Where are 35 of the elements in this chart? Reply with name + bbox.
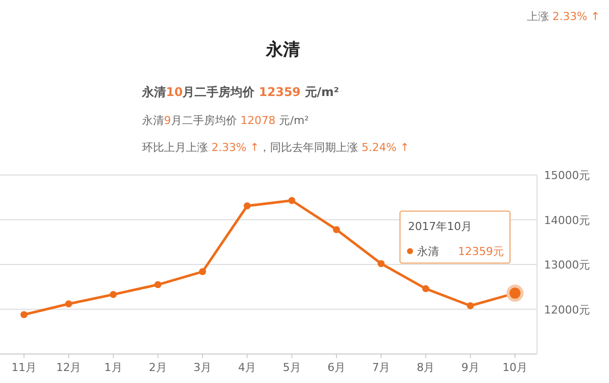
point — [332, 226, 340, 234]
annotation: 2017年10月 — [408, 220, 472, 234]
x-tick-label: 4月 — [238, 361, 256, 374]
x-tick-label: 1月 — [104, 361, 122, 374]
point — [20, 311, 28, 318]
text: 环比上月上涨 2.33% ↑，同比去年同期上涨 5.24% ↑ — [142, 141, 410, 154]
x-tick-label: 11月 — [12, 361, 36, 374]
point — [422, 285, 430, 292]
data-label: 12359元 — [458, 245, 504, 258]
chart-title: 永清 — [265, 40, 300, 60]
x-tick-label: 9月 — [461, 361, 480, 374]
x-tick-label: 5月 — [282, 361, 301, 374]
y-tick-label: 13000元 — [544, 258, 590, 272]
point — [110, 290, 117, 298]
x-tick-label: 12月 — [56, 361, 82, 374]
point — [65, 300, 72, 308]
y-tick-label: 14000元 — [544, 214, 590, 227]
x-tick-label: 10月 — [502, 361, 528, 374]
point — [199, 268, 206, 276]
y-tick-label: 12000元 — [544, 303, 590, 316]
x-tick-label: 6月 — [327, 361, 346, 374]
point — [378, 260, 385, 268]
chart-subtitle: 永清10月二手房均价 12359 元/m² — [141, 85, 339, 99]
point — [154, 281, 162, 288]
point — [288, 197, 296, 204]
x-tick-label: 7月 — [372, 361, 390, 374]
x-tick-label: 2月 — [148, 361, 167, 374]
text: 永清9月二手房均价 12078 元/m² — [142, 114, 309, 127]
x-tick-label: 8月 — [416, 361, 435, 374]
point — [466, 302, 474, 310]
text: 上涨 2.33% ↑ — [526, 10, 600, 23]
y-tick-label: 15000元 — [544, 169, 590, 182]
point — [244, 202, 251, 210]
legend-label: 永清 — [417, 245, 439, 258]
x-tick-label: 3月 — [194, 361, 212, 374]
